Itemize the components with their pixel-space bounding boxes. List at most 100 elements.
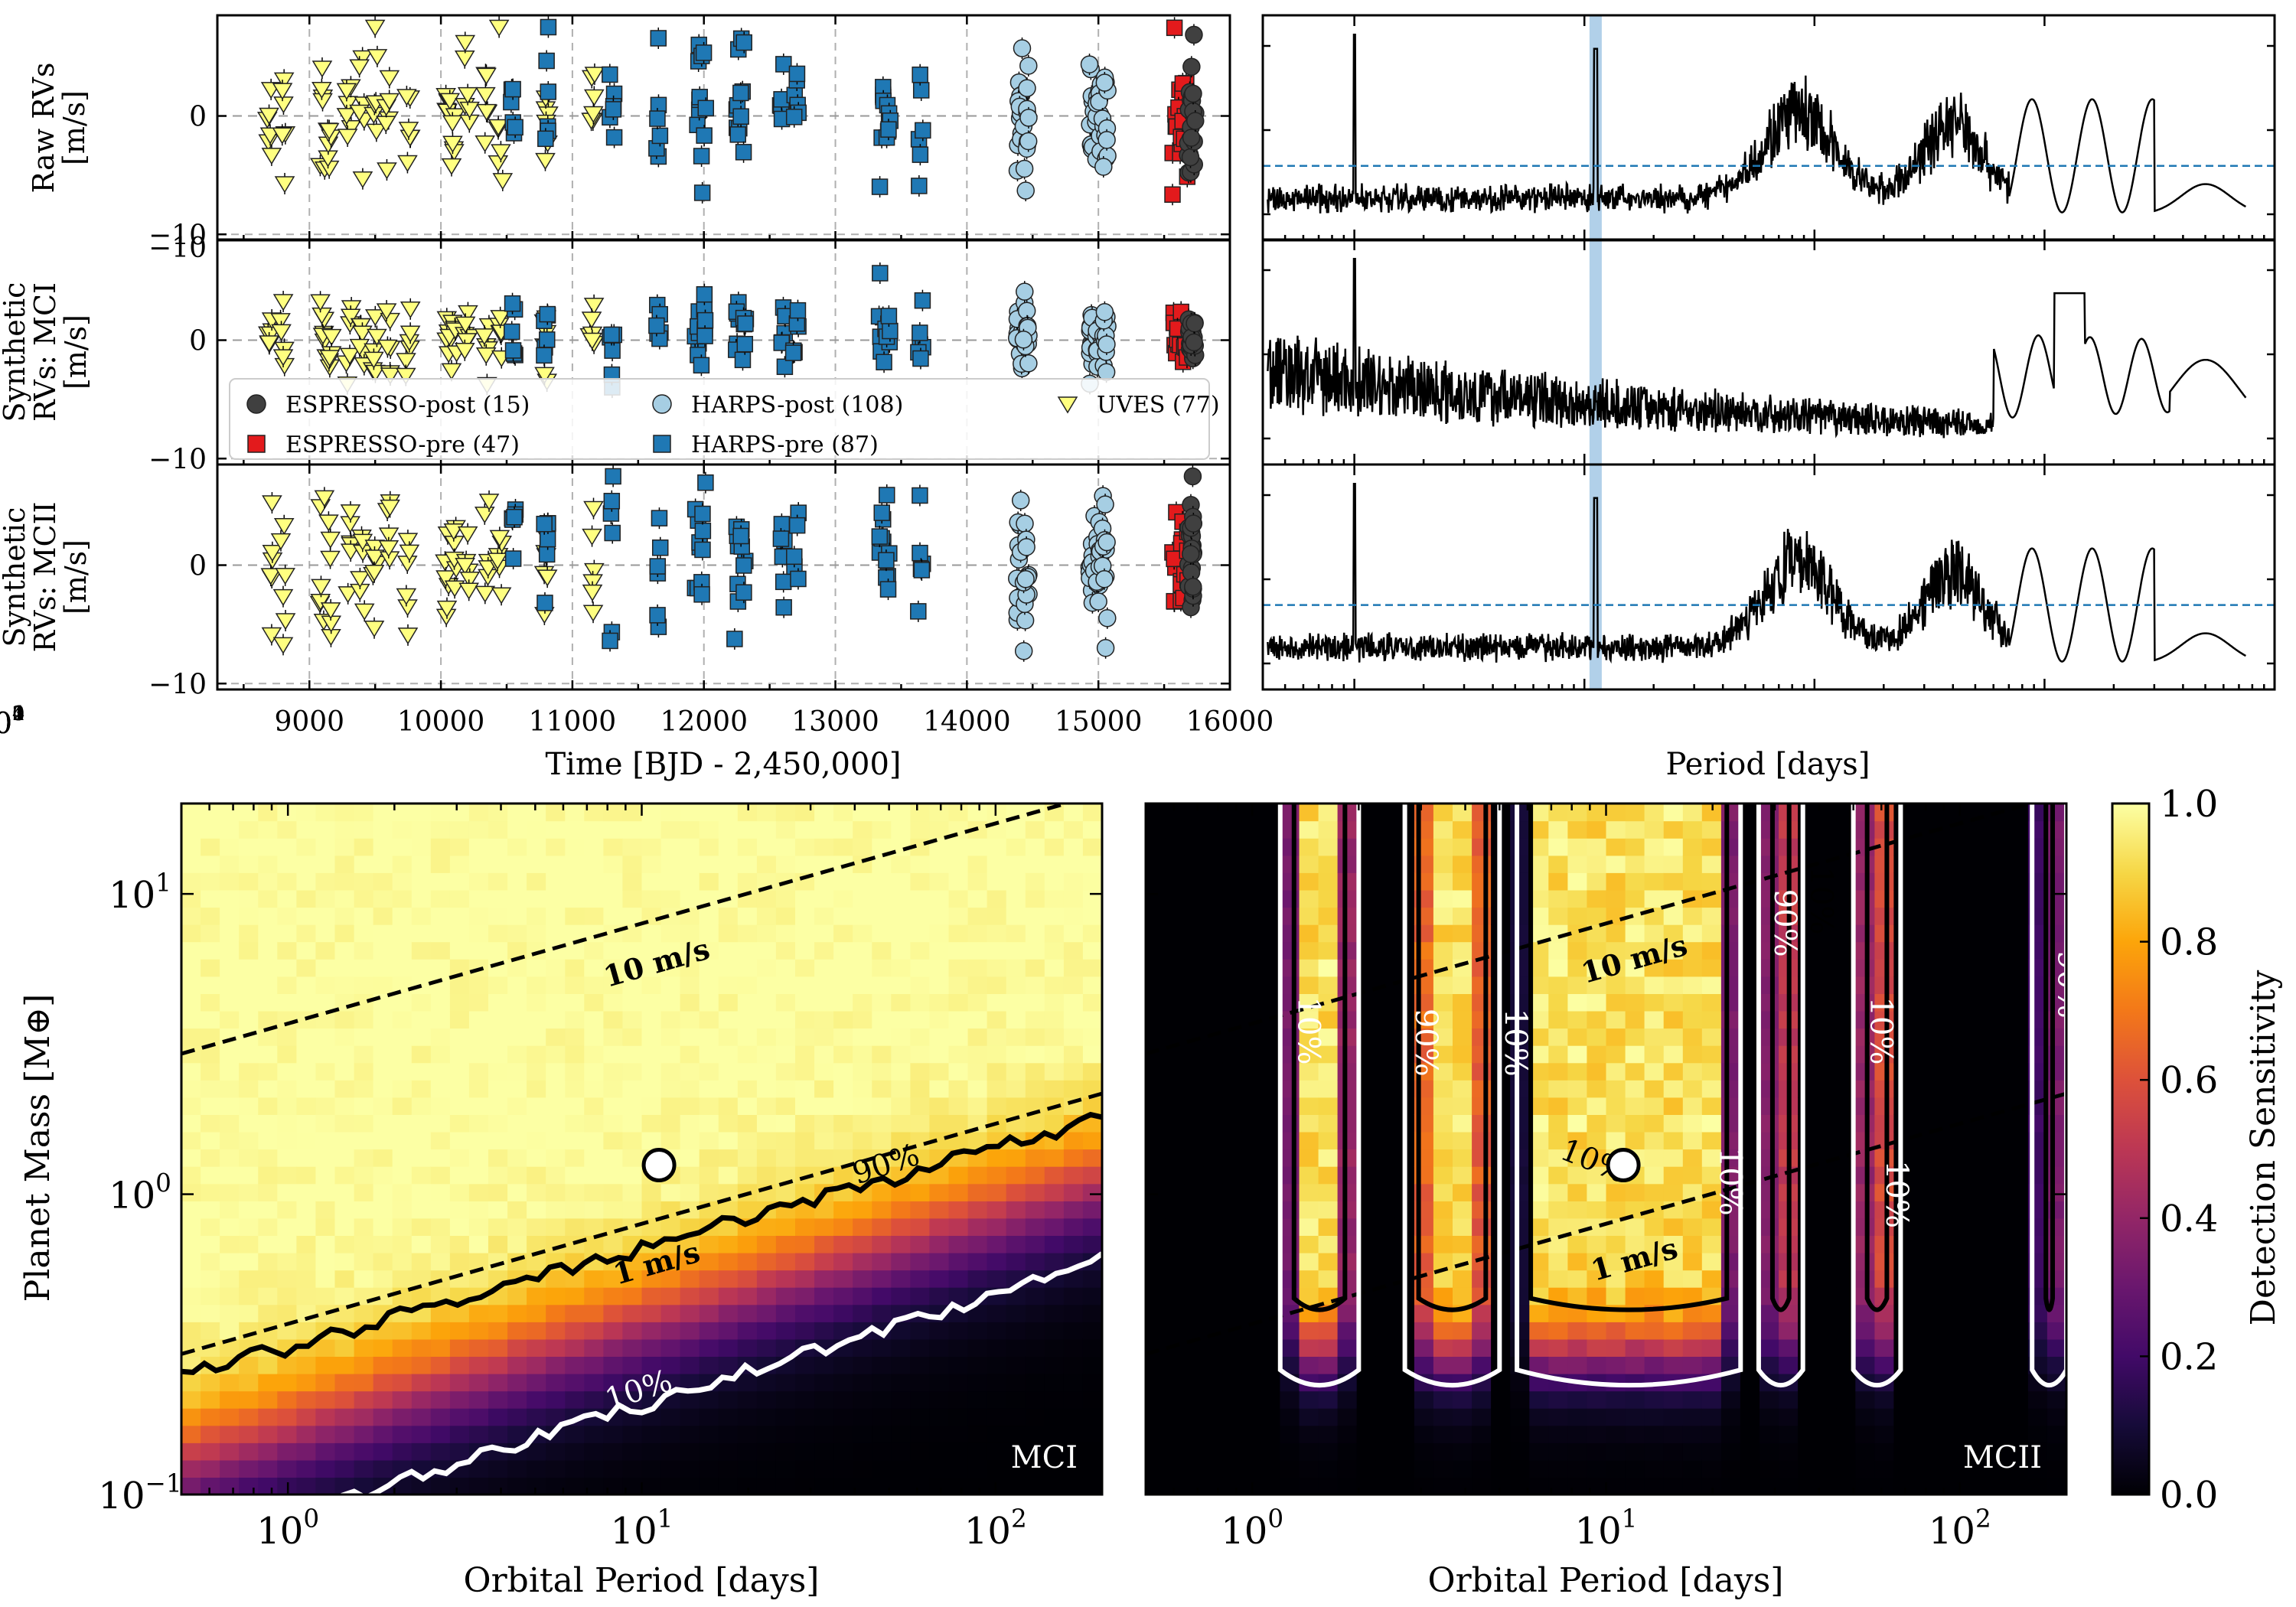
heatmap-cell [737,855,758,873]
heatmap-cell [1203,1425,1223,1443]
heatmap-cell [1261,1062,1281,1081]
heatmap-cell [507,1131,527,1150]
heatmap-cell [181,889,201,908]
heatmap-cell [929,1062,950,1081]
heatmap-cell [987,1253,1007,1271]
heatmap-cell [910,1045,931,1064]
heatmap-cell [354,838,374,856]
rv-point-HARPS-pre (87) [696,285,713,303]
heatmap-cell [1472,1390,1492,1409]
heatmap-cell [1375,993,1396,1012]
heatmap-cell [239,1390,259,1409]
heatmap-cell [1337,1217,1358,1236]
heatmap-cell [334,1183,355,1201]
heatmap-cell [1165,1477,1185,1495]
heatmap-cell [1433,1477,1453,1495]
heatmap-cell [814,1217,834,1236]
heatmap-cell [1433,1408,1453,1426]
heatmap-cell [181,1201,201,1219]
heatmap-cell [1548,1080,1568,1098]
heatmap-cell [315,1201,336,1219]
heatmap-cell [1025,959,1045,977]
heatmap-cell [910,1080,931,1098]
heatmap-cell [1356,1459,1377,1478]
heatmap-cell [718,1338,739,1357]
heatmap-cell [641,1287,662,1305]
heatmap-cell [334,1149,355,1167]
heatmap-cell [680,1131,700,1150]
heatmap-cell [1044,1149,1065,1167]
rv-point-UVES (77) [396,556,418,573]
heatmap-cell [1337,924,1358,943]
heatmap-cell [277,838,297,856]
heatmap-cell [1261,941,1281,960]
heatmap-cell [296,1062,317,1081]
heatmap-cell [814,1010,834,1029]
heatmap-cell [1280,1304,1300,1322]
heatmap-cell [449,1010,470,1029]
heatmap-cell [622,1201,643,1219]
heatmap-cell [584,924,604,943]
heatmap-cell [891,924,911,943]
rv-point-UVES (77) [275,613,296,631]
heatmap-cell [1261,1131,1281,1150]
heatmap-cell [1472,1356,1492,1374]
heatmap-cell [1165,1408,1185,1426]
heatmap-cell [354,1253,374,1271]
heatmap-cell [1299,1010,1319,1029]
heatmap-cell [1587,1408,1607,1426]
heatmap-cell [814,1080,834,1098]
heatmap-cell [277,1045,297,1064]
rv-point-HARPS-post (108) [1089,592,1107,611]
heatmap-cell [449,872,470,891]
heatmap-cell [833,924,853,943]
heatmap-cell [1006,1356,1026,1374]
rv-point-UVES (77) [475,585,496,603]
heatmap-cell [929,1131,950,1150]
heatmap-cell [1241,1062,1261,1081]
heatmap-cell [1337,1149,1358,1167]
heatmap-cell [948,1390,969,1409]
heatmap-cell [1548,1131,1568,1150]
heatmap-cell [392,1131,413,1150]
heatmap-cell [853,1131,872,1150]
heatmap-cell [430,1097,451,1115]
heatmap-cell [296,1390,317,1409]
heatmap-cell [239,924,259,943]
heatmap-cell [1044,1235,1065,1253]
heatmap-cell [181,976,201,994]
heatmap-cell [258,820,278,839]
heatmap-cell [699,941,719,960]
heatmap-cell [565,1322,585,1340]
heatmap-cell [1529,872,1549,891]
heatmap-cell [737,1080,758,1098]
heatmap-cell [680,1080,700,1098]
heatmap-cell [449,976,470,994]
rv-point-UVES (77) [538,106,559,124]
rv-point-HARPS-pre (87) [538,546,556,563]
rv-point-ESPRESSO-post (15) [1184,578,1202,596]
heatmap-cell [775,1374,796,1392]
heatmap-cell [1063,1390,1084,1409]
heatmap-cell [1044,907,1065,925]
heatmap-cell [853,941,872,960]
heatmap-cell [910,1149,931,1167]
heatmap-cell [277,1114,297,1133]
heatmap-cell [430,820,451,839]
heatmap-cell [507,1183,527,1201]
heatmap-cell [296,924,317,943]
heatmap-cell [1241,1287,1261,1305]
heatmap-cell [565,1304,585,1322]
heatmap-cell [565,838,585,856]
heatmap-cell [373,1374,393,1392]
pg-xtick-label: 102 [0,702,24,740]
heatmap-cell [1261,1322,1281,1340]
heatmap-cell [1063,1338,1084,1357]
heatmap-cell [1165,1374,1185,1392]
rv-point-UVES (77) [379,70,400,87]
rv-point-HARPS-pre (87) [773,516,791,533]
heatmap-cell [181,872,201,891]
rv-point-HARPS-pre (87) [776,358,794,376]
rv-point-HARPS-pre (87) [697,474,714,491]
heatmap-cell [1165,1425,1185,1443]
